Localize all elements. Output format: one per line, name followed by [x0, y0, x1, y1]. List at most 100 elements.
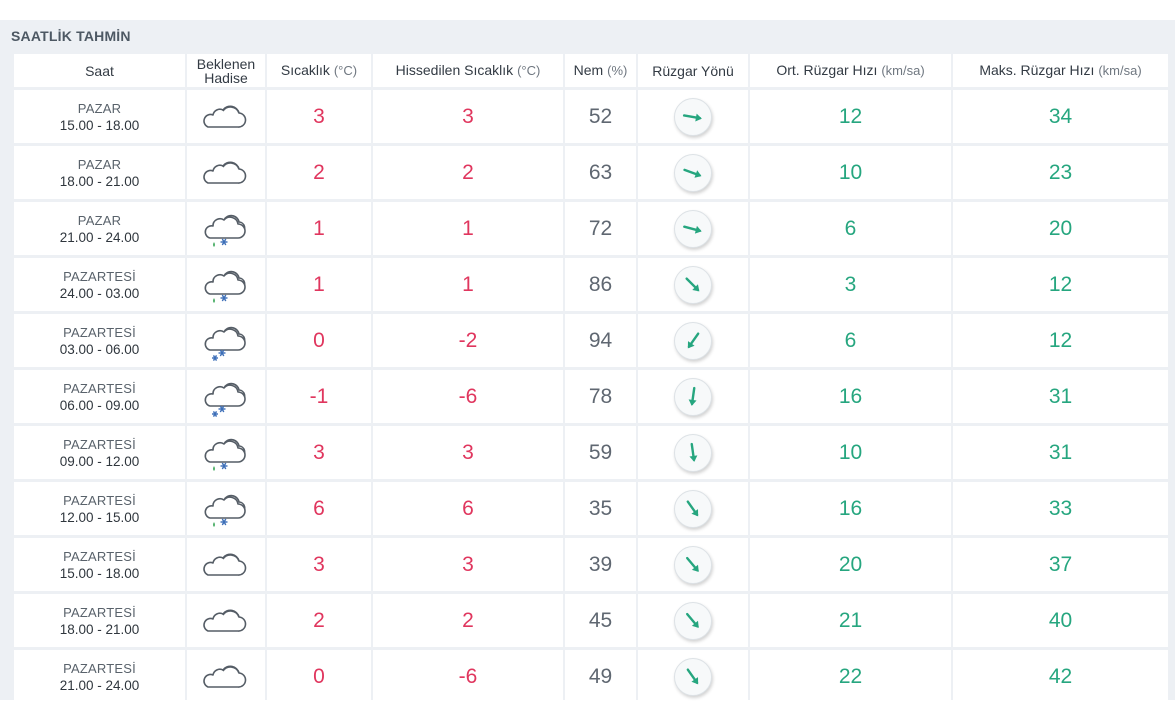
saat-cell: PAZARTESİ 18.00 - 21.00	[14, 594, 185, 647]
feels-like-value: 3	[462, 440, 474, 464]
saat-cell: PAZARTESİ 21.00 - 24.00	[14, 650, 185, 703]
saat-cell: PAZAR 18.00 - 21.00	[14, 146, 185, 199]
cloudy-icon	[187, 601, 265, 641]
feels-like-cell: 1	[373, 258, 563, 311]
wind-direction-arrow-icon	[674, 433, 712, 472]
weather-cell	[187, 258, 265, 311]
header-hissedilen-sicaklik: Hissedilen Sıcaklık (°C)	[373, 54, 563, 87]
table-row: PAZARTESİ 24.00 - 03.00 1 1 86 3 12	[14, 258, 1168, 311]
table-row: PAZARTESİ 18.00 - 21.00 2 2 45 21 40	[14, 594, 1168, 647]
day-label: PAZARTESİ	[63, 492, 136, 508]
max-wind-cell: 31	[953, 370, 1168, 423]
humidity-cell: 39	[565, 538, 636, 591]
max-wind-cell: 37	[953, 538, 1168, 591]
table-row: PAZARTESİ 12.00 - 15.00 6 6 35 16 33	[14, 482, 1168, 535]
temperature-cell: 1	[267, 202, 371, 255]
wind-direction-cell	[638, 314, 748, 367]
humidity-value: 39	[588, 552, 613, 576]
day-label: PAZAR	[77, 100, 122, 116]
wind-direction-arrow-icon	[674, 153, 712, 192]
max-wind-value: 31	[1048, 440, 1073, 464]
saat-cell: PAZARTESİ 09.00 - 12.00	[14, 426, 185, 479]
feels-like-cell: 2	[373, 594, 563, 647]
day-label: PAZARTESİ	[63, 268, 136, 284]
max-wind-value: 40	[1048, 608, 1073, 632]
wind-direction-cell	[638, 650, 748, 703]
avg-wind-value: 6	[844, 328, 857, 352]
cloudy-icon	[187, 97, 265, 137]
saat-cell: PAZARTESİ 12.00 - 15.00	[14, 482, 185, 535]
weather-cell	[187, 314, 265, 367]
weather-cell	[187, 650, 265, 703]
avg-wind-cell: 10	[750, 426, 951, 479]
feels-like-value: 3	[462, 552, 474, 576]
max-wind-value: 23	[1048, 160, 1073, 184]
time-range: 06.00 - 09.00	[59, 397, 140, 413]
avg-wind-cell: 6	[750, 202, 951, 255]
feels-like-cell: -6	[373, 650, 563, 703]
feels-like-cell: 3	[373, 538, 563, 591]
avg-wind-value: 3	[844, 272, 857, 296]
humidity-value: 45	[588, 608, 613, 632]
sleet-icon	[187, 489, 265, 529]
cloudy-icon	[187, 657, 265, 697]
temperature-value: 2	[313, 608, 325, 632]
max-wind-cell: 33	[953, 482, 1168, 535]
temperature-value: 1	[313, 216, 325, 240]
time-range: 15.00 - 18.00	[59, 565, 140, 581]
day-label: PAZARTESİ	[63, 660, 136, 676]
feels-like-value: 6	[462, 496, 474, 520]
max-wind-cell: 31	[953, 426, 1168, 479]
avg-wind-cell: 16	[750, 370, 951, 423]
humidity-cell: 63	[565, 146, 636, 199]
wind-direction-cell	[638, 258, 748, 311]
feels-like-cell: -6	[373, 370, 563, 423]
avg-wind-value: 10	[838, 440, 863, 464]
temperature-cell: 0	[267, 314, 371, 367]
weather-cell	[187, 90, 265, 143]
feels-like-value: -6	[458, 664, 478, 688]
table-row: PAZAR 18.00 - 21.00 2 2 63 10 23	[14, 146, 1168, 199]
cloudy-icon	[187, 153, 265, 193]
max-wind-value: 42	[1048, 664, 1073, 688]
feels-like-cell: 3	[373, 426, 563, 479]
wind-direction-cell	[638, 482, 748, 535]
humidity-cell: 94	[565, 314, 636, 367]
temperature-value: 1	[313, 272, 325, 296]
avg-wind-value: 16	[838, 384, 863, 408]
weather-cell	[187, 426, 265, 479]
snow-icon	[187, 377, 265, 417]
hourly-forecast-panel: SAATLİK TAHMİN Saat Beklenen Hadise Sıca…	[0, 20, 1175, 703]
wind-direction-arrow-icon	[674, 545, 712, 584]
wind-direction-cell	[638, 538, 748, 591]
humidity-value: 63	[588, 160, 613, 184]
temperature-value: 0	[313, 664, 325, 688]
avg-wind-value: 22	[838, 664, 863, 688]
feels-like-value: 1	[462, 216, 474, 240]
humidity-value: 94	[588, 328, 613, 352]
wind-direction-arrow-icon	[674, 377, 712, 416]
sleet-icon	[187, 433, 265, 473]
max-wind-cell: 23	[953, 146, 1168, 199]
wind-direction-arrow-icon	[674, 489, 712, 528]
weather-cell	[187, 146, 265, 199]
feels-like-cell: 1	[373, 202, 563, 255]
cloudy-icon	[187, 545, 265, 585]
table-row: PAZARTESİ 15.00 - 18.00 3 3 39 20 37	[14, 538, 1168, 591]
feels-like-cell: 6	[373, 482, 563, 535]
sleet-icon	[187, 209, 265, 249]
table-row: PAZARTESİ 03.00 - 06.00 0 -2 94 6 12	[14, 314, 1168, 367]
max-wind-value: 12	[1048, 328, 1073, 352]
humidity-value: 59	[588, 440, 613, 464]
table-row: PAZARTESİ 21.00 - 24.00 0 -6 49 22 42	[14, 650, 1168, 703]
header-nem: Nem (%)	[565, 54, 636, 87]
day-label: PAZARTESİ	[63, 324, 136, 340]
feels-like-cell: -2	[373, 314, 563, 367]
humidity-value: 78	[588, 384, 613, 408]
humidity-value: 52	[588, 104, 613, 128]
humidity-cell: 35	[565, 482, 636, 535]
feels-like-value: 2	[462, 608, 474, 632]
temperature-cell: 3	[267, 90, 371, 143]
wind-direction-arrow-icon	[674, 601, 712, 640]
avg-wind-value: 10	[838, 160, 863, 184]
